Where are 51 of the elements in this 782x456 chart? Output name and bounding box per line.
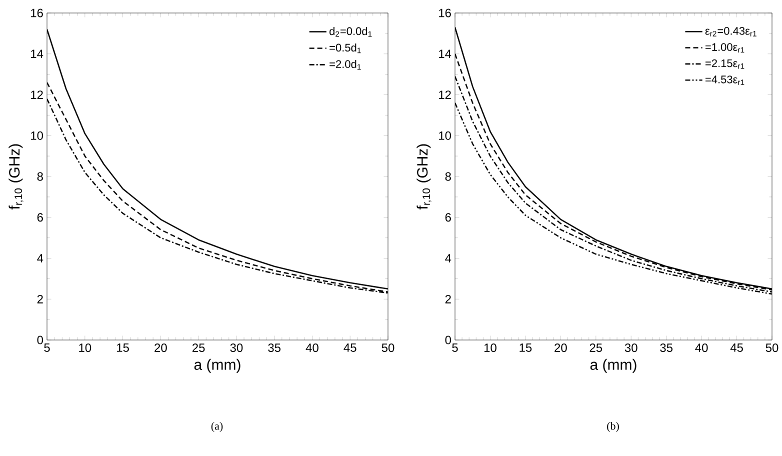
y-tick-label: 14 — [439, 50, 452, 58]
y-tick-label: 12 — [31, 90, 43, 99]
y-tick-label: 6 — [37, 213, 43, 222]
y-tick-label: 2 — [37, 294, 43, 304]
y-tick-label: 0 — [37, 336, 44, 344]
y-tick-label: 16 — [439, 8, 451, 18]
x-tick-label: 40 — [695, 344, 708, 352]
x-tick-label: 50 — [382, 344, 394, 352]
text: (a) — [211, 422, 223, 432]
x-axis-title: a (mm) — [590, 358, 636, 373]
y-tick-label: 2 — [445, 294, 451, 304]
y-tick-label: 0 — [445, 336, 452, 344]
legend-label: d$_{2}$=0.0d$_{1}$ — [330, 27, 372, 37]
y-tick-label: 8 — [37, 172, 43, 181]
x-tick-label: 5 — [44, 344, 50, 352]
legend-label: =0.5d$_{1}$ — [330, 43, 361, 54]
y-tick-label: 16 — [31, 8, 43, 18]
y-tick-label: 14 — [31, 50, 44, 58]
x-tick-label: 15 — [117, 344, 129, 352]
x-tick-label: 10 — [484, 344, 496, 352]
y-tick-label: 6 — [445, 213, 451, 222]
legend-label: =1.00ε$_{r1}$ — [705, 43, 744, 53]
x-tick-label: 20 — [554, 344, 567, 352]
y-tick-label: 4 — [445, 254, 452, 262]
x-tick-label: 45 — [730, 344, 743, 352]
x-tick-label: 15 — [520, 344, 532, 352]
legend-label: ε$_{r2}$=0.43ε$_{r1}$ — [705, 27, 756, 36]
x-tick-label: 25 — [590, 344, 602, 352]
x-tick-label: 35 — [660, 344, 672, 352]
y-axis-title: f$_{r,10}$ (GHz) — [416, 144, 432, 210]
legend-label: =2.15ε$_{r1}$ — [705, 59, 744, 69]
y-tick-label: 10 — [31, 131, 44, 140]
x-tick-label: 45 — [344, 344, 356, 352]
y-tick-label: 4 — [37, 254, 44, 262]
x-tick-label: 35 — [268, 344, 280, 352]
x-tick-label: 50 — [766, 344, 778, 352]
y-tick-label: 12 — [439, 90, 451, 99]
x-tick-label: 10 — [79, 344, 92, 352]
x-axis-title: a (mm) — [194, 358, 240, 373]
x-tick-label: 30 — [230, 344, 243, 352]
x-tick-label: 5 — [452, 344, 458, 352]
x-tick-label: 30 — [624, 344, 638, 352]
x-tick-label: 25 — [192, 344, 205, 352]
y-axis-title: f$_{r,10}$ (GHz) — [8, 144, 24, 210]
x-tick-label: 20 — [154, 344, 167, 352]
text: (b) — [607, 422, 619, 432]
y-tick-label: 8 — [445, 172, 451, 181]
legend-label: =4.53ε$_{r1}$ — [705, 76, 744, 85]
legend-label: =2.0d$_{1}$ — [330, 60, 361, 70]
y-tick-label: 10 — [439, 131, 452, 140]
x-tick-label: 40 — [306, 344, 318, 352]
